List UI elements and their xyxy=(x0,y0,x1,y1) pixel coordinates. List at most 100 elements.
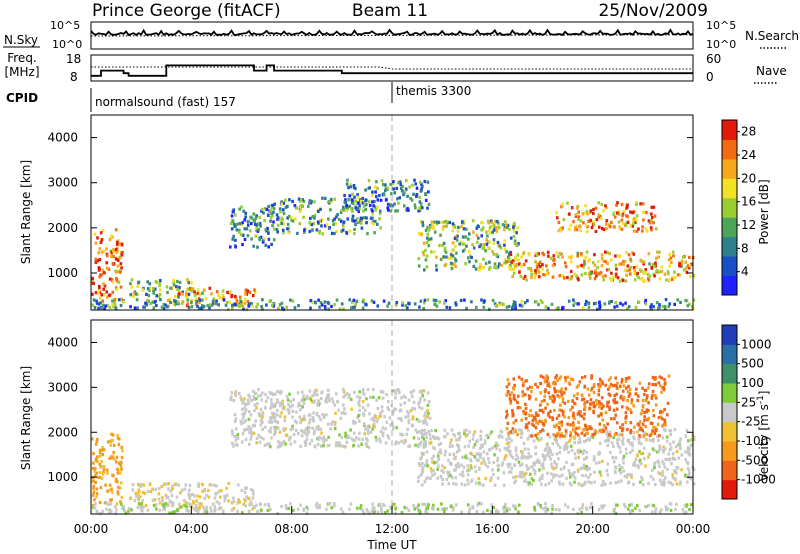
heatmap-cell xyxy=(598,306,602,310)
heatmap-cell xyxy=(527,253,531,257)
heatmap-cell xyxy=(591,433,594,437)
heatmap-cell xyxy=(579,219,583,223)
heatmap-cell xyxy=(293,204,297,208)
heatmap-cell xyxy=(524,402,527,406)
heatmap-cell xyxy=(200,502,203,506)
heatmap-cell xyxy=(362,205,366,209)
heatmap-cell xyxy=(551,263,555,268)
heatmap-cell xyxy=(580,398,584,402)
heatmap-cell xyxy=(537,263,540,267)
heatmap-cell xyxy=(692,298,696,302)
heatmap-cell xyxy=(154,487,158,491)
heatmap-cell xyxy=(273,425,276,429)
heatmap-cell xyxy=(688,266,691,270)
heatmap-cell xyxy=(143,305,146,309)
heatmap-cell xyxy=(420,182,423,186)
heatmap-cell xyxy=(247,219,250,223)
heatmap-cell xyxy=(252,389,255,394)
heatmap-cell xyxy=(308,220,312,225)
heatmap-cell xyxy=(597,215,600,219)
heatmap-cell xyxy=(425,459,429,463)
heatmap-cell xyxy=(139,484,142,488)
heatmap-cell xyxy=(614,481,618,485)
heatmap-cell xyxy=(358,399,361,403)
heatmap-cell xyxy=(538,460,541,464)
heatmap-cell xyxy=(120,242,124,246)
heatmap-cell xyxy=(295,421,298,425)
heatmap-cell xyxy=(521,462,524,466)
heatmap-cell xyxy=(399,432,402,436)
heatmap-cell xyxy=(428,416,432,420)
heatmap-cell xyxy=(536,385,539,389)
heatmap-cell xyxy=(91,292,94,296)
heatmap-cell xyxy=(181,300,185,304)
heatmap-cell xyxy=(256,302,259,306)
heatmap-cell xyxy=(339,416,343,420)
heatmap-cell xyxy=(585,464,588,469)
heatmap-cell xyxy=(197,306,201,310)
heatmap-cell xyxy=(396,197,399,201)
heatmap-cell xyxy=(668,253,671,257)
heatmap-cell xyxy=(347,395,351,399)
heatmap-cell xyxy=(361,201,365,205)
heatmap-cell xyxy=(555,473,558,477)
heatmap-cell xyxy=(583,412,586,416)
heatmap-cell xyxy=(546,268,549,272)
heatmap-cell xyxy=(128,507,131,511)
heatmap-cell xyxy=(561,413,565,417)
heatmap-cell xyxy=(513,229,516,233)
heatmap-cell xyxy=(522,262,526,267)
heatmap-cell xyxy=(665,439,669,443)
heatmap-cell xyxy=(491,446,495,450)
heatmap-cell xyxy=(330,197,333,201)
heatmap-cell xyxy=(357,437,361,441)
colorbar-tick-label: 1000 xyxy=(741,337,772,351)
heatmap-cell xyxy=(172,280,175,284)
heatmap-cell xyxy=(486,508,489,512)
heatmap-cell xyxy=(457,445,460,450)
heatmap-cell xyxy=(607,400,610,404)
heatmap-cell xyxy=(296,231,299,235)
heatmap-cell xyxy=(467,444,470,448)
heatmap-cell xyxy=(583,440,586,444)
heatmap-cell xyxy=(505,409,508,413)
heatmap-cell xyxy=(505,509,509,513)
heatmap-cell xyxy=(365,216,368,220)
heatmap-cell xyxy=(413,203,417,207)
heatmap-cell xyxy=(586,225,589,229)
heatmap-cell xyxy=(270,303,274,307)
heatmap-cell xyxy=(558,395,561,399)
heatmap-cell xyxy=(116,249,120,253)
heatmap-cell xyxy=(338,217,341,221)
heatmap-cell xyxy=(121,449,124,453)
heatmap-cell xyxy=(247,496,250,500)
heatmap-cell xyxy=(628,473,631,477)
heatmap-cell xyxy=(320,218,324,222)
heatmap-cell xyxy=(443,466,446,470)
heatmap-cell xyxy=(381,409,384,413)
heatmap-cell xyxy=(641,225,644,229)
heatmap-cell xyxy=(658,375,662,379)
heatmap-cell xyxy=(461,470,465,474)
heatmap-cell xyxy=(651,447,655,451)
heatmap-cell xyxy=(522,411,526,415)
heatmap-cell xyxy=(282,211,286,215)
heatmap-cell xyxy=(392,410,395,414)
heatmap-cell xyxy=(274,429,277,433)
heatmap-cell xyxy=(606,422,609,426)
heatmap-cell xyxy=(565,442,568,446)
heatmap-cell xyxy=(621,389,625,393)
heatmap-cell xyxy=(433,472,437,476)
heatmap-cell xyxy=(252,431,256,435)
heatmap-cell xyxy=(649,226,653,230)
heatmap-cell xyxy=(605,227,608,231)
heatmap-cell xyxy=(575,426,578,431)
heatmap-cell xyxy=(366,186,370,191)
heatmap-cell xyxy=(577,451,580,455)
heatmap-cell xyxy=(102,465,106,469)
cpid-mode-2: themis 3300 xyxy=(396,84,471,98)
heatmap-cell xyxy=(384,189,387,193)
heatmap-cell xyxy=(169,489,173,493)
heatmap-cell xyxy=(463,432,466,436)
heatmap-cell xyxy=(615,267,618,271)
